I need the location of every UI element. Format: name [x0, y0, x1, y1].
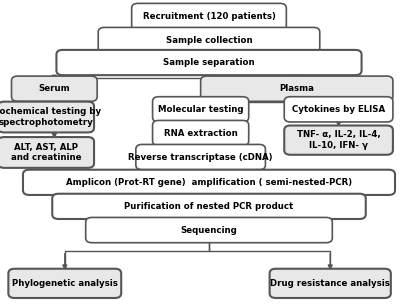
FancyBboxPatch shape [56, 50, 362, 75]
Text: RNA extraction: RNA extraction [164, 128, 237, 138]
Text: Cytokines by ELISA: Cytokines by ELISA [292, 105, 385, 114]
Text: Biochemical testing by
spectrophotometry: Biochemical testing by spectrophotometry [0, 107, 102, 127]
FancyBboxPatch shape [98, 27, 320, 53]
Text: Drug resistance analysis: Drug resistance analysis [270, 279, 390, 288]
Text: Sequencing: Sequencing [181, 225, 237, 235]
FancyBboxPatch shape [284, 97, 393, 122]
FancyBboxPatch shape [284, 126, 393, 155]
FancyBboxPatch shape [270, 269, 391, 298]
Text: Reverse transcriptase (cDNA): Reverse transcriptase (cDNA) [128, 152, 273, 162]
FancyBboxPatch shape [153, 97, 249, 122]
FancyBboxPatch shape [52, 194, 366, 219]
Text: Serum: Serum [38, 84, 70, 93]
Text: Phylogenetic analysis: Phylogenetic analysis [12, 279, 118, 288]
FancyBboxPatch shape [201, 76, 393, 101]
FancyBboxPatch shape [136, 144, 265, 170]
FancyBboxPatch shape [86, 217, 332, 243]
Text: Plasma: Plasma [279, 84, 314, 93]
FancyBboxPatch shape [23, 170, 395, 195]
Text: TNF- α, IL-2, IL-4,
IL-10, IFN- γ: TNF- α, IL-2, IL-4, IL-10, IFN- γ [297, 131, 380, 150]
FancyBboxPatch shape [153, 120, 249, 146]
FancyBboxPatch shape [12, 76, 97, 101]
Text: Amplicon (Prot-RT gene)  amplification ( semi-nested-PCR): Amplicon (Prot-RT gene) amplification ( … [66, 178, 352, 187]
FancyBboxPatch shape [132, 3, 286, 30]
Text: Sample separation: Sample separation [163, 58, 255, 67]
FancyBboxPatch shape [0, 137, 94, 168]
FancyBboxPatch shape [0, 102, 94, 132]
FancyBboxPatch shape [8, 269, 121, 298]
Text: Molecular testing: Molecular testing [158, 105, 243, 114]
Text: Recruitment (120 patients): Recruitment (120 patients) [143, 12, 275, 22]
Text: Purification of nested PCR product: Purification of nested PCR product [125, 202, 293, 211]
Text: ALT, AST, ALP
and creatinine: ALT, AST, ALP and creatinine [11, 143, 81, 162]
Text: Sample collection: Sample collection [166, 35, 252, 45]
